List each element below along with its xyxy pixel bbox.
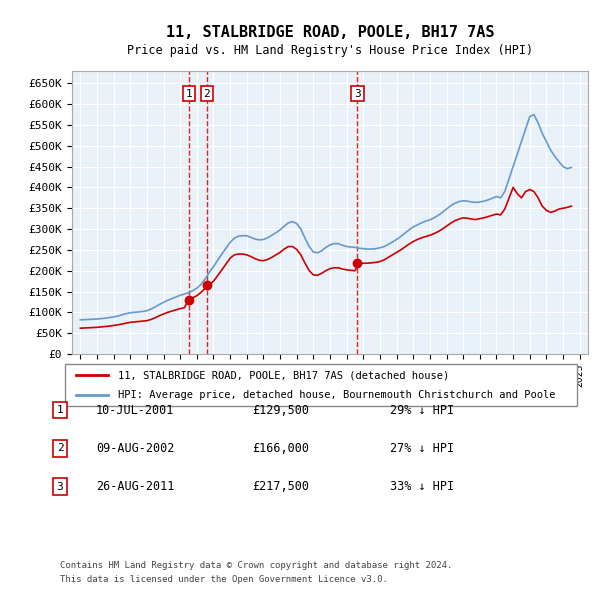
Text: 29% ↓ HPI: 29% ↓ HPI	[390, 404, 454, 417]
Text: 10-JUL-2001: 10-JUL-2001	[96, 404, 175, 417]
Text: 11, STALBRIDGE ROAD, POOLE, BH17 7AS (detached house): 11, STALBRIDGE ROAD, POOLE, BH17 7AS (de…	[118, 371, 449, 380]
Text: 09-AUG-2002: 09-AUG-2002	[96, 442, 175, 455]
Text: 11, STALBRIDGE ROAD, POOLE, BH17 7AS: 11, STALBRIDGE ROAD, POOLE, BH17 7AS	[166, 25, 494, 40]
Text: 33% ↓ HPI: 33% ↓ HPI	[390, 480, 454, 493]
FancyBboxPatch shape	[65, 364, 577, 406]
Text: Contains HM Land Registry data © Crown copyright and database right 2024.: Contains HM Land Registry data © Crown c…	[60, 560, 452, 570]
Text: £129,500: £129,500	[252, 404, 309, 417]
Text: 1: 1	[185, 88, 192, 99]
Text: £166,000: £166,000	[252, 442, 309, 455]
Text: This data is licensed under the Open Government Licence v3.0.: This data is licensed under the Open Gov…	[60, 575, 388, 584]
Text: 1: 1	[56, 405, 64, 415]
Text: Price paid vs. HM Land Registry's House Price Index (HPI): Price paid vs. HM Land Registry's House …	[127, 44, 533, 57]
Text: 2: 2	[203, 88, 210, 99]
Text: 3: 3	[354, 88, 361, 99]
Text: 2: 2	[56, 444, 64, 453]
Text: £217,500: £217,500	[252, 480, 309, 493]
Text: 27% ↓ HPI: 27% ↓ HPI	[390, 442, 454, 455]
Text: HPI: Average price, detached house, Bournemouth Christchurch and Poole: HPI: Average price, detached house, Bour…	[118, 390, 556, 399]
Text: 26-AUG-2011: 26-AUG-2011	[96, 480, 175, 493]
Text: 3: 3	[56, 482, 64, 491]
